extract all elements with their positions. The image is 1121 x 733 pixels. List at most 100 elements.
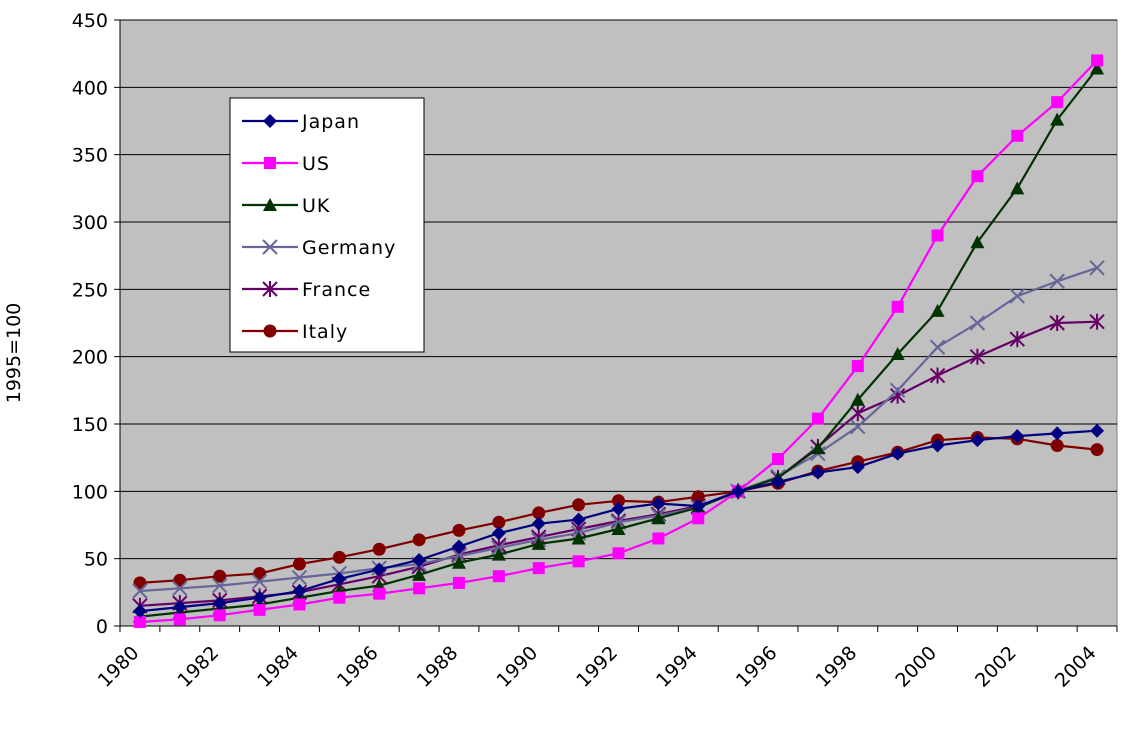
data-point	[930, 438, 945, 453]
y-tick-label: 250	[72, 279, 108, 301]
data-point	[691, 490, 705, 504]
data-point	[1090, 61, 1105, 75]
data-point	[211, 577, 228, 594]
legend-item-us: US	[242, 153, 329, 175]
data-point	[133, 576, 147, 590]
data-point-stroke	[850, 418, 866, 435]
data-point-stroke	[132, 583, 148, 599]
series-japan	[132, 423, 1105, 619]
y-tick-label: 50	[84, 549, 108, 571]
data-point-stroke	[291, 569, 308, 586]
x-tick-label: 2000	[891, 642, 941, 692]
data-point	[1050, 439, 1064, 453]
x-tick-label: 1996	[732, 642, 782, 692]
data-point	[651, 496, 666, 511]
data-point	[890, 446, 905, 461]
data-point	[491, 526, 506, 541]
x-tick-label: 1982	[173, 642, 223, 692]
legend-label: France	[302, 279, 371, 301]
data-point	[1010, 429, 1025, 444]
data-point	[172, 580, 188, 597]
y-tick-label: 150	[72, 414, 108, 436]
data-point	[292, 583, 307, 598]
data-point	[651, 511, 666, 525]
data-point	[291, 569, 308, 586]
data-point	[133, 615, 146, 628]
data-point	[372, 562, 387, 577]
y-tick-label: 300	[72, 212, 108, 234]
data-point-stroke	[1009, 288, 1026, 304]
data-point	[173, 613, 186, 626]
data-point-stroke	[262, 239, 278, 255]
x-tick-label: 1990	[493, 642, 543, 692]
data-point	[532, 506, 546, 520]
data-point	[929, 339, 946, 355]
data-point	[772, 453, 785, 466]
legend-label: Japan	[301, 111, 360, 133]
data-point	[212, 596, 227, 611]
data-point	[611, 501, 626, 516]
data-point	[970, 235, 985, 249]
data-point	[969, 315, 986, 331]
x-tick-label: 1992	[572, 642, 622, 692]
data-point	[263, 114, 277, 128]
data-point	[1011, 129, 1024, 142]
data-point-stroke	[251, 573, 268, 590]
data-point	[692, 512, 705, 525]
x-tick-label: 1988	[413, 642, 463, 692]
data-point-stroke	[889, 382, 906, 399]
data-point	[492, 570, 505, 583]
data-point	[731, 484, 746, 499]
data-point	[452, 523, 466, 537]
data-point	[451, 555, 466, 569]
data-point	[531, 516, 546, 531]
x-tick-label: 2004	[1051, 642, 1101, 692]
y-tick-label: 350	[72, 145, 108, 167]
data-point	[532, 562, 545, 575]
y-axis-title: 1995=100	[3, 303, 25, 404]
data-point-stroke	[1089, 260, 1105, 276]
legend-item-uk: UK	[242, 195, 329, 217]
data-point	[850, 460, 865, 475]
data-point	[890, 346, 905, 360]
data-point	[172, 600, 187, 615]
x-tick-label: 1980	[94, 642, 144, 692]
data-point	[333, 591, 346, 604]
data-point-stroke	[969, 315, 986, 331]
data-point	[292, 557, 306, 571]
data-point	[253, 603, 266, 616]
data-point	[262, 239, 278, 255]
data-point	[931, 229, 944, 242]
x-tick-label: 1998	[812, 642, 862, 692]
data-point	[451, 539, 466, 554]
data-point	[413, 582, 426, 595]
data-point	[810, 465, 825, 480]
data-point	[262, 281, 278, 297]
data-point	[929, 367, 946, 384]
data-point	[612, 494, 625, 508]
data-point	[969, 348, 986, 365]
data-point	[452, 576, 465, 589]
data-point	[1050, 112, 1065, 126]
data-point-stroke	[929, 339, 946, 355]
x-tick-label: 1994	[652, 642, 702, 692]
data-point	[851, 360, 864, 373]
data-point	[1090, 423, 1105, 438]
data-point	[1049, 315, 1065, 331]
data-point	[930, 303, 945, 317]
data-point	[612, 547, 625, 560]
data-point	[412, 553, 427, 568]
data-point	[1009, 288, 1026, 304]
data-point	[293, 598, 306, 611]
data-point	[491, 547, 506, 561]
data-point	[132, 583, 148, 599]
data-point	[850, 418, 866, 435]
data-point	[531, 536, 546, 550]
data-point	[1049, 273, 1065, 289]
data-point	[1090, 443, 1104, 457]
legend-label: Italy	[302, 321, 348, 343]
y-tick-label: 100	[72, 481, 108, 503]
data-point	[264, 157, 276, 169]
